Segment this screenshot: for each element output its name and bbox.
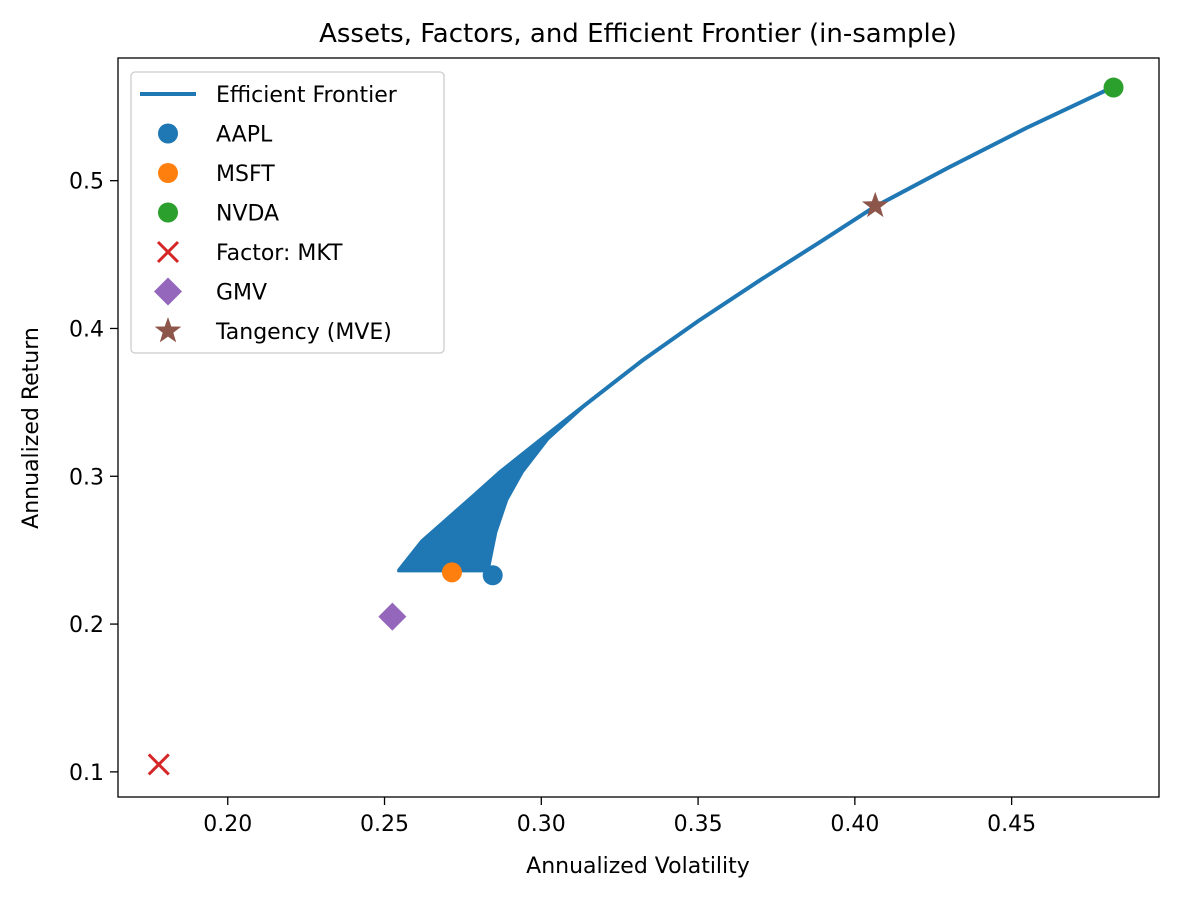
- legend-label-msft: MSFT: [216, 162, 275, 187]
- legend-swatch-tangency-mve: [154, 317, 182, 343]
- y-tick-label: 0.5: [69, 170, 104, 195]
- x-tick-label: 0.30: [517, 812, 566, 837]
- y-tick-label: 0.3: [69, 465, 104, 490]
- legend-swatch-aapl: [158, 123, 178, 144]
- x-axis: 0.20 0.25 0.30 0.35 0.40 0.45: [203, 797, 1036, 837]
- legend-swatch-gmv: [154, 277, 182, 306]
- legend-label-efficient-frontier: Efficient Frontier: [216, 83, 398, 108]
- legend-label-tangency-mve: Tangency (MVE): [215, 320, 392, 345]
- x-tick-label: 0.20: [203, 812, 252, 837]
- efficient-frontier-line: [397, 85, 1113, 573]
- legend-label-gmv: GMV: [216, 281, 267, 306]
- point-aapl: [482, 565, 503, 586]
- x-tick-label: 0.40: [830, 812, 879, 837]
- legend-swatch-nvda: [158, 202, 178, 223]
- legend-swatch-msft: [158, 163, 178, 183]
- y-tick-label: 0.4: [69, 317, 104, 342]
- legend-label-aapl: AAPL: [216, 123, 273, 148]
- legend-swatch-factor-mkt: [156, 240, 180, 264]
- legend-box: [130, 71, 445, 354]
- y-axis: 0.1 0.2 0.3 0.4 0.5: [69, 170, 118, 786]
- x-tick-label: 0.25: [360, 812, 409, 837]
- plot-area: [147, 77, 1124, 776]
- y-tick-label: 0.1: [69, 761, 104, 786]
- point-nvda: [1103, 77, 1124, 98]
- x-tick-label: 0.45: [987, 812, 1036, 837]
- y-tick-label: 0.2: [69, 613, 104, 638]
- x-axis-label: Annualized Volatility: [526, 854, 750, 879]
- point-msft: [441, 562, 462, 583]
- legend: Efficient Frontier AAPL MSFT NVDA Factor: MK…: [130, 71, 445, 354]
- y-axis-label: Annualized Return: [19, 327, 44, 529]
- point-factor-mkt: [147, 753, 170, 776]
- legend-label-factor-mkt: Factor: MKT: [216, 241, 343, 266]
- axes-frame: [117, 57, 1160, 798]
- x-tick-label: 0.35: [674, 812, 723, 837]
- chart-title: Assets, Factors, and Efficient Frontier …: [319, 19, 957, 49]
- legend-label-nvda: NVDA: [216, 202, 279, 227]
- point-tangency-mve: [861, 191, 889, 218]
- point-gmv: [378, 602, 407, 631]
